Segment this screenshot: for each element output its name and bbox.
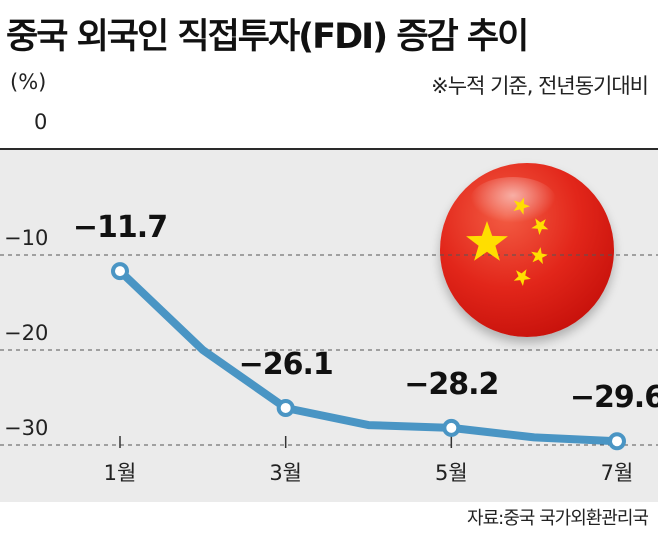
flag-small-star-icon — [531, 247, 548, 265]
series-line — [116, 267, 621, 446]
y-tick-label: −30 — [4, 416, 48, 440]
y-tick-label: −10 — [4, 226, 48, 250]
data-label: −28.2 — [404, 367, 498, 402]
y-tick-label: −20 — [4, 321, 48, 345]
y-tick-zero: 0 — [34, 110, 48, 134]
x-tick-label: 7월 — [601, 461, 634, 485]
data-point — [608, 432, 626, 451]
x-tick-label: 1월 — [104, 461, 137, 485]
flag-small-star-icon — [513, 269, 531, 286]
data-label: −26.1 — [239, 347, 333, 382]
y-axis-unit: (%) — [10, 70, 47, 94]
x-tick-label: 5월 — [435, 461, 468, 485]
flag-small-star-icon — [531, 218, 549, 235]
source-note: 자료:중국 국가외환관리국 — [467, 508, 649, 529]
chart-title: 중국 외국인 직접투자(FDI) 증감 추이 — [6, 17, 529, 57]
chart-note: ※누적 기준, 전년동기대비 — [431, 74, 649, 98]
data-point — [276, 398, 295, 417]
x-tick-label: 3월 — [269, 461, 302, 485]
china-flag-icon — [440, 163, 614, 337]
flag-big-star-icon — [466, 221, 508, 261]
data-label: −29.6 — [570, 380, 658, 415]
data-point — [111, 262, 129, 281]
flag-small-star-icon — [513, 197, 530, 215]
data-label: −11.7 — [73, 210, 167, 245]
data-point — [442, 418, 461, 437]
